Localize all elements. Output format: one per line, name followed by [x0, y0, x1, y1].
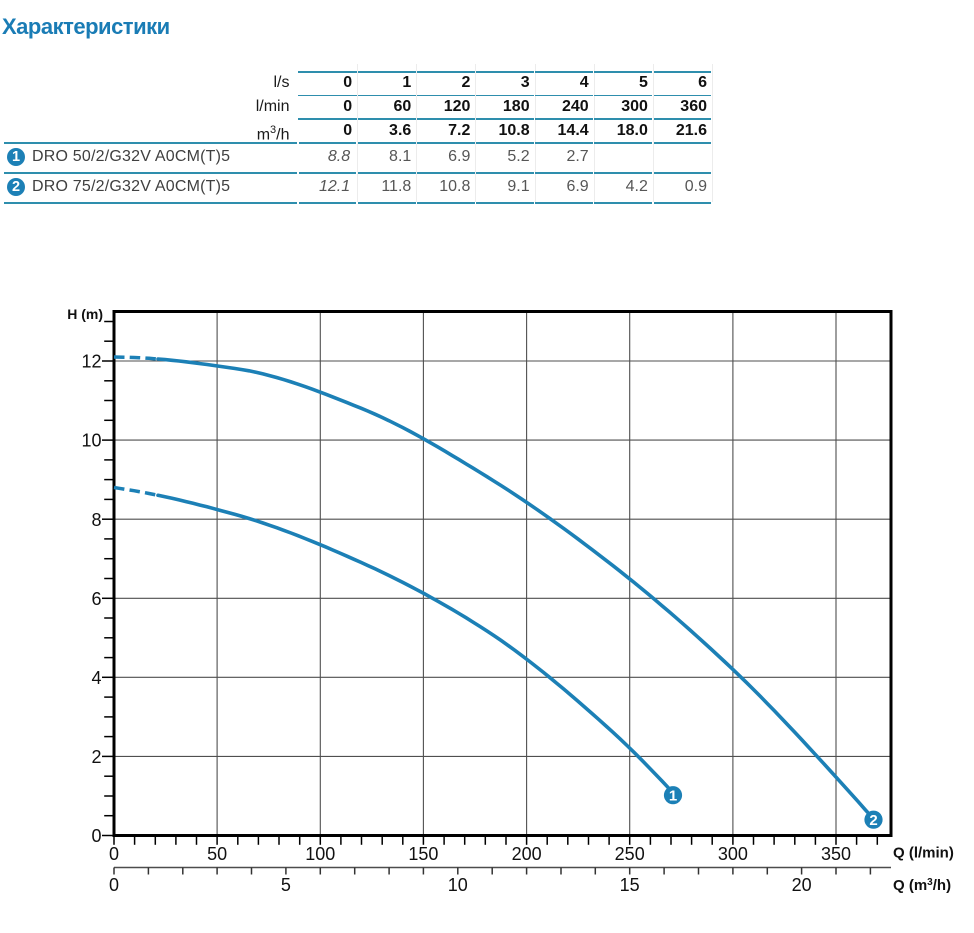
svg-text:4: 4	[91, 668, 101, 688]
svg-text:10: 10	[81, 431, 101, 451]
svg-text:0: 0	[109, 875, 119, 895]
svg-text:10: 10	[448, 875, 468, 895]
svg-text:150: 150	[408, 844, 438, 864]
svg-text:8: 8	[91, 510, 101, 530]
svg-text:50: 50	[207, 844, 227, 864]
svg-text:2: 2	[869, 812, 877, 829]
svg-text:2: 2	[91, 747, 101, 767]
svg-text:6: 6	[91, 589, 101, 609]
svg-text:20: 20	[792, 875, 812, 895]
svg-text:100: 100	[305, 844, 335, 864]
svg-text:H (m): H (m)	[67, 306, 103, 322]
svg-text:0: 0	[109, 844, 119, 864]
svg-text:200: 200	[512, 844, 542, 864]
svg-text:350: 350	[821, 844, 851, 864]
svg-text:1: 1	[669, 788, 677, 805]
svg-text:5: 5	[281, 875, 291, 895]
svg-text:250: 250	[615, 844, 645, 864]
svg-text:0: 0	[91, 826, 101, 846]
svg-text:15: 15	[620, 875, 640, 895]
svg-text:12: 12	[81, 352, 101, 372]
svg-text:300: 300	[718, 844, 748, 864]
svg-text:Q (m3/h): Q (m3/h)	[893, 877, 951, 894]
svg-text:Q (l/min): Q (l/min)	[893, 845, 954, 862]
